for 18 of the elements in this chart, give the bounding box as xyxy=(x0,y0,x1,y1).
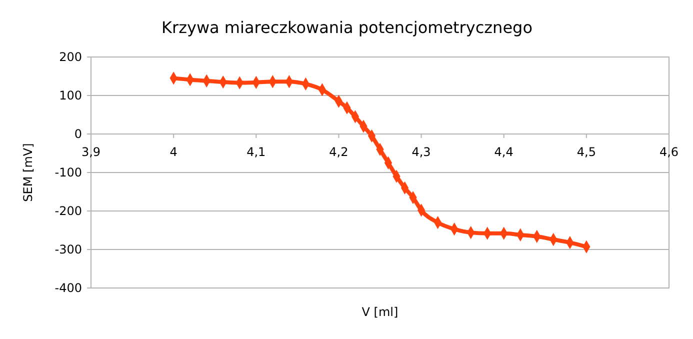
y-tick-label: 200 xyxy=(59,50,82,64)
chart-title: Krzywa miareczkowania potencjometrycznego xyxy=(162,18,532,37)
y-tick-label: 0 xyxy=(74,127,82,141)
y-tick-label: -100 xyxy=(54,166,82,180)
x-tick-label: 4,5 xyxy=(576,145,596,159)
x-tick-label: 4,1 xyxy=(246,145,266,159)
x-tick-label: 4,3 xyxy=(412,145,431,159)
y-tick-label: -300 xyxy=(54,242,82,256)
x-tick-label: 3,9 xyxy=(81,145,101,159)
x-tick-label: 4 xyxy=(170,145,178,159)
x-tick-label: 4,6 xyxy=(659,145,679,159)
x-tick-label: 4,2 xyxy=(329,145,348,159)
y-tick-label: 100 xyxy=(59,88,82,102)
x-axis-title: V [ml] xyxy=(362,305,398,319)
y-axis-title: SEM [mV] xyxy=(21,143,35,202)
x-tick-label: 4,4 xyxy=(494,145,514,159)
y-tick-label: -200 xyxy=(54,204,82,218)
y-tick-label: -400 xyxy=(54,281,82,295)
